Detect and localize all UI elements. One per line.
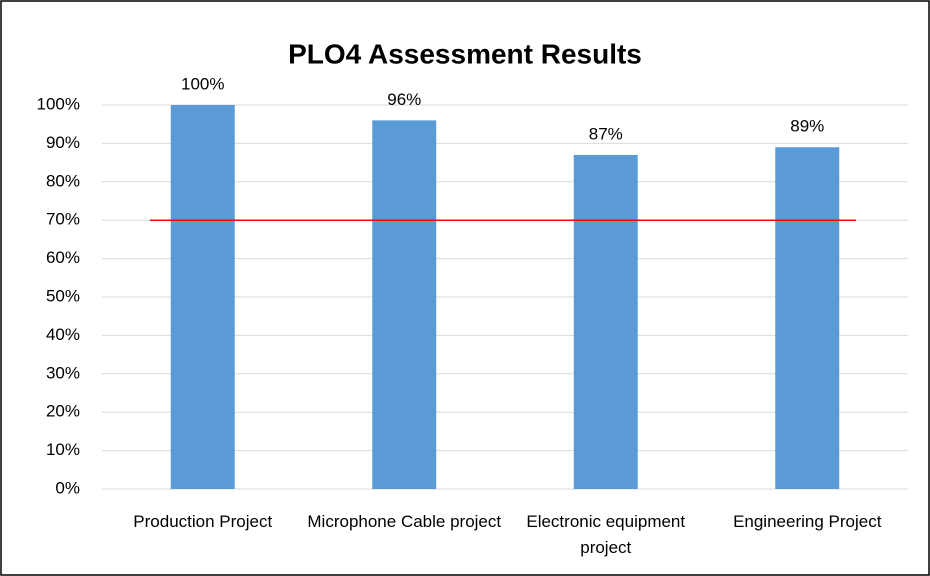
bar <box>573 154 638 490</box>
y-tick-label: 40% <box>46 325 80 344</box>
x-tick-label: Electronic equipment project <box>526 512 686 557</box>
bar <box>170 105 235 489</box>
y-tick-label: 90% <box>46 133 80 152</box>
y-tick-label: 10% <box>46 440 80 459</box>
bar <box>372 120 437 490</box>
y-tick-label: 60% <box>46 248 80 267</box>
value-label: 96% <box>387 90 421 109</box>
x-tick-label: Production Project <box>133 512 273 531</box>
y-tick-label: 30% <box>46 363 80 382</box>
y-tick-label: 50% <box>46 286 80 305</box>
y-tick-label: 20% <box>46 402 80 421</box>
value-label: 89% <box>790 117 824 136</box>
value-label: 87% <box>589 124 623 143</box>
chart-title: PLO4 Assessment Results <box>288 38 642 69</box>
y-tick-label: 0% <box>55 478 80 497</box>
x-tick-label: Microphone Cable project <box>307 512 502 531</box>
bar <box>775 147 840 490</box>
x-tick-label: Engineering Project <box>733 512 882 531</box>
value-label: 100% <box>181 74 224 93</box>
y-tick-label: 100% <box>37 94 80 113</box>
y-tick-label: 70% <box>46 210 80 229</box>
y-tick-label: 80% <box>46 171 80 190</box>
